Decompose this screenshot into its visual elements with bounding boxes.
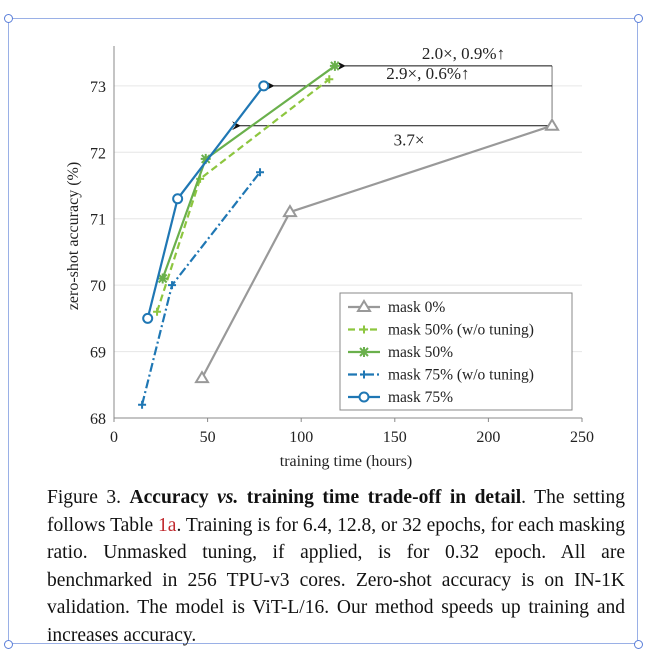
legend-marker (360, 370, 368, 379)
annotation-label: 3.7× (394, 131, 425, 150)
y-tick-label: 70 (90, 278, 106, 295)
circle-marker (258, 80, 270, 92)
legend-label: mask 50% (388, 344, 453, 361)
caption-title-part2: training time trade-off in detail (238, 487, 522, 508)
legend-label: mask 75% (388, 389, 453, 406)
series-line (161, 65, 336, 279)
y-axis-label: zero-shot accuracy (%) (65, 162, 82, 310)
x-tick-label: 200 (476, 429, 500, 446)
data-point (329, 60, 340, 71)
x-tick-label: 0 (110, 429, 118, 446)
figure-caption: Figure 3. Accuracy vs. training time tra… (47, 484, 625, 649)
series-line (146, 85, 265, 319)
caption-text2: . Training is for 6.4, 12.8, or 32 epoch… (47, 514, 625, 646)
data-point (172, 193, 184, 205)
legend-marker (359, 347, 369, 357)
caption-text1: . The setting follows Table (47, 487, 625, 536)
y-tick-label: 71 (90, 212, 106, 229)
x-axis-label: training time (hours) (280, 453, 412, 470)
legend-marker (360, 325, 368, 334)
triangle-marker (194, 370, 210, 384)
data-point (282, 204, 298, 218)
plus-marker (168, 281, 177, 290)
data-point (544, 117, 560, 131)
x-tick-label: 150 (383, 429, 407, 446)
plus-marker (325, 75, 334, 84)
asterisk-marker (329, 60, 340, 71)
caption-title-vs: vs. (217, 487, 239, 508)
figure-frame (8, 18, 638, 644)
data-point (194, 370, 210, 384)
triangle-marker (356, 299, 372, 312)
triangle-marker (282, 204, 298, 218)
data-point (200, 153, 211, 164)
y-tick-label: 73 (90, 79, 106, 96)
legend-label: mask 50% (w/o tuning) (388, 322, 534, 339)
accuracy-vs-time-chart: 68 69 70 71 72 73 0 50 100 150 200 250 2.0×, 0.9%↑2… (65, 44, 594, 470)
x-tick-label: 50 (200, 429, 216, 446)
data-point (153, 307, 162, 316)
asterisk-marker (200, 153, 211, 164)
data-point (168, 281, 177, 290)
caption-title-part1: Accuracy (129, 487, 218, 508)
plus-marker (138, 400, 147, 409)
data-point (258, 80, 270, 92)
triangle-marker (544, 117, 560, 131)
legend-label: mask 0% (388, 299, 445, 316)
plus-marker (360, 370, 368, 379)
y-tick-label: 72 (90, 145, 106, 162)
resize-handle-bottom-left[interactable] (4, 640, 13, 649)
circle-marker (142, 312, 154, 324)
plus-marker (360, 325, 368, 334)
data-point (325, 75, 334, 84)
series-line (156, 78, 330, 313)
series-line (141, 171, 261, 405)
data-point (256, 168, 265, 177)
legend-label: mask 75% (w/o tuning) (388, 367, 534, 384)
data-point (142, 312, 154, 324)
x-tick-label: 250 (570, 429, 594, 446)
resize-handle-top-left[interactable] (4, 14, 13, 23)
plus-marker (153, 307, 162, 316)
x-tick-label: 100 (289, 429, 313, 446)
plus-marker (256, 168, 265, 177)
legend-marker (356, 299, 372, 312)
legend-marker (358, 391, 370, 403)
data-point (138, 400, 147, 409)
asterisk-marker (359, 347, 369, 357)
resize-handle-bottom-right[interactable] (634, 640, 643, 649)
annotation-label: 2.9×, 0.6%↑ (386, 64, 469, 83)
annotation-label: 2.0×, 0.9%↑ (422, 44, 505, 63)
caption-figure-label: Figure 3. (47, 487, 122, 508)
resize-handle-top-right[interactable] (634, 14, 643, 23)
circle-marker (172, 193, 184, 205)
table-reference-link[interactable]: 1a (158, 514, 177, 536)
circle-marker (358, 391, 370, 403)
caption-title: Accuracy vs. training time trade-off in … (130, 487, 522, 508)
y-tick-label: 68 (90, 411, 106, 428)
y-tick-label: 69 (90, 345, 106, 362)
